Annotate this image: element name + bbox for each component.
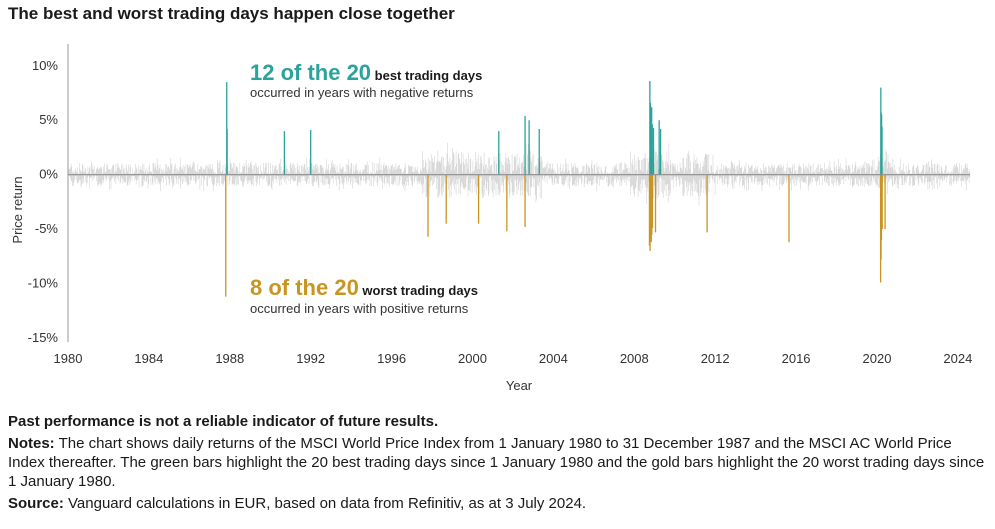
- noise-path: [68, 142, 971, 208]
- x-tick-label: 2016: [782, 351, 811, 366]
- y-tick-label: -5%: [35, 221, 59, 236]
- y-tick-label: 5%: [39, 112, 58, 127]
- chart-title: The best and worst trading days happen c…: [8, 4, 455, 23]
- x-tick-label: 1996: [377, 351, 406, 366]
- y-tick-label: -10%: [28, 276, 59, 291]
- x-tick-label: 1992: [296, 351, 325, 366]
- x-tick-label: 2012: [701, 351, 730, 366]
- x-tick-label: 2020: [863, 351, 892, 366]
- disclaimer: Past performance is not a reliable indic…: [8, 413, 439, 430]
- daily-returns-noise: [68, 142, 971, 208]
- best-count: 12 of the 20: [250, 60, 371, 85]
- x-tick-label: 1988: [215, 351, 244, 366]
- x-tick-label: 2008: [620, 351, 649, 366]
- chart-axes: 10% 5% 0% -5% -10% -15% 1980 1984 1988 1992 1996 20…: [28, 44, 972, 366]
- y-tick-label: 0%: [39, 167, 58, 182]
- chart-footer: Past performance is not a reliable indic…: [8, 412, 988, 516]
- y-tick-label: -15%: [28, 330, 59, 345]
- worst-label: worst trading days: [359, 283, 478, 298]
- source-label: Source:: [8, 495, 64, 512]
- source: Source: Vanguard calculations in EUR, ba…: [8, 494, 988, 513]
- notes-label: Notes:: [8, 435, 55, 452]
- worst-count: 8 of the 20: [250, 275, 359, 300]
- best-annotation: 12 of the 20 best trading days: [250, 60, 482, 85]
- source-text: Vanguard calculations in EUR, based on d…: [63, 495, 587, 512]
- x-axis-title: Year: [506, 378, 533, 393]
- worst-annotation: 8 of the 20 worst trading days: [250, 275, 478, 300]
- highlight-bars: [225, 81, 886, 297]
- x-tick-label: 2024: [943, 351, 972, 366]
- best-label: best trading days: [371, 68, 482, 83]
- best-sub: occurred in years with negative returns: [250, 85, 474, 100]
- returns-chart: 10% 5% 0% -5% -10% -15% 1980 1984 1988 1992 1996 20…: [10, 44, 972, 393]
- y-tick-label: 10%: [32, 58, 58, 73]
- x-tick-label: 2004: [539, 351, 568, 366]
- x-tick-label: 1984: [134, 351, 163, 366]
- y-axis-title: Price return: [10, 176, 25, 243]
- x-tick-label: 1980: [54, 351, 83, 366]
- x-tick-label: 2000: [458, 351, 487, 366]
- worst-sub: occurred in years with positive returns: [250, 301, 469, 316]
- notes-text: The chart shows daily returns of the MSC…: [8, 435, 985, 490]
- notes: Notes: The chart shows daily returns of …: [8, 434, 988, 491]
